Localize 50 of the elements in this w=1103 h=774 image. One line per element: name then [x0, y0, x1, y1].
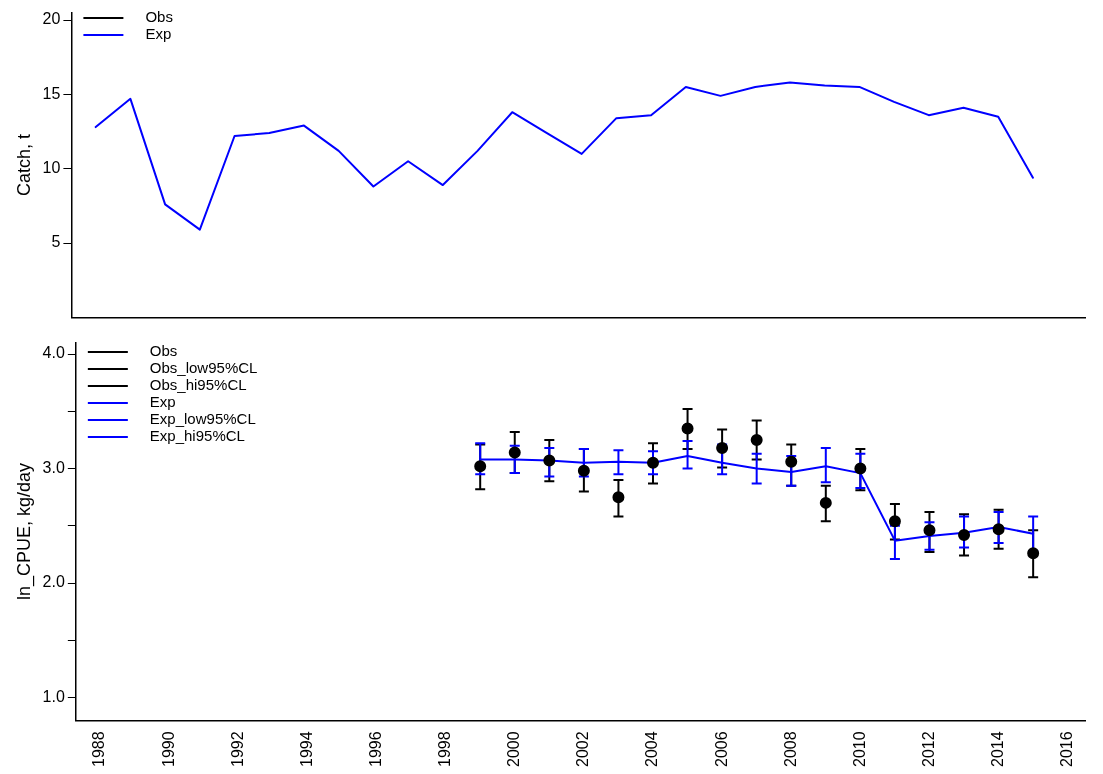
point: [577, 464, 590, 477]
x-tick-label: 1992: [228, 731, 246, 767]
legend-label: Exp_low95%CL: [149, 410, 256, 428]
y-tick-label: 15: [42, 84, 61, 102]
point: [923, 524, 936, 537]
point: [992, 523, 1005, 536]
point: [647, 456, 659, 469]
x-tick-label: 1996: [366, 731, 384, 767]
point: [508, 446, 521, 459]
point: [888, 515, 901, 528]
point: [819, 496, 832, 509]
legend-label: Obs_low95%CL: [149, 359, 258, 377]
x-tick-label: 2006: [712, 731, 730, 767]
legend-label: Exp: [149, 393, 176, 411]
point: [612, 491, 625, 504]
point: [854, 462, 867, 475]
point: [681, 422, 694, 435]
y-tick-label: 1.0: [42, 687, 65, 705]
x-tick-label: 1994: [297, 731, 315, 767]
legend-label: Exp_hi95%CL: [149, 427, 245, 445]
x-tick-label: 1990: [159, 731, 177, 767]
y-axis-title: Catch, t: [13, 133, 34, 197]
legend-label: Obs: [145, 8, 173, 26]
point: [1027, 547, 1040, 560]
point: [543, 454, 556, 467]
y-tick-label: 4.0: [42, 344, 65, 362]
point: [716, 441, 729, 454]
y-tick-label: 3.0: [42, 458, 65, 476]
y-tick-label: 20: [42, 10, 61, 28]
x-tick-label: 2014: [989, 731, 1007, 767]
point: [474, 460, 487, 473]
x-tick-label: 2000: [505, 731, 523, 767]
point: [958, 528, 971, 541]
x-tick-label: 1988: [90, 731, 108, 767]
x-tick-label: 2016: [1058, 731, 1076, 767]
x-tick-label: 2002: [574, 731, 592, 767]
point: [750, 433, 763, 446]
x-tick-label: 1998: [436, 731, 454, 767]
legend-label: Obs_hi95%CL: [149, 376, 247, 394]
legend-label: Exp: [145, 25, 172, 43]
y-tick-label: 2.0: [42, 573, 65, 591]
x-tick-label: 2010: [850, 731, 868, 767]
legend-label: Obs: [149, 342, 178, 360]
y-tick-label: 5: [51, 233, 61, 251]
y-axis-title: ln_CPUE, kg/day: [13, 462, 35, 601]
point: [785, 455, 798, 468]
x-tick-label: 2012: [919, 731, 937, 767]
x-tick-label: 2008: [781, 731, 799, 767]
y-tick-label: 10: [42, 159, 61, 177]
x-tick-label: 2004: [643, 731, 661, 767]
